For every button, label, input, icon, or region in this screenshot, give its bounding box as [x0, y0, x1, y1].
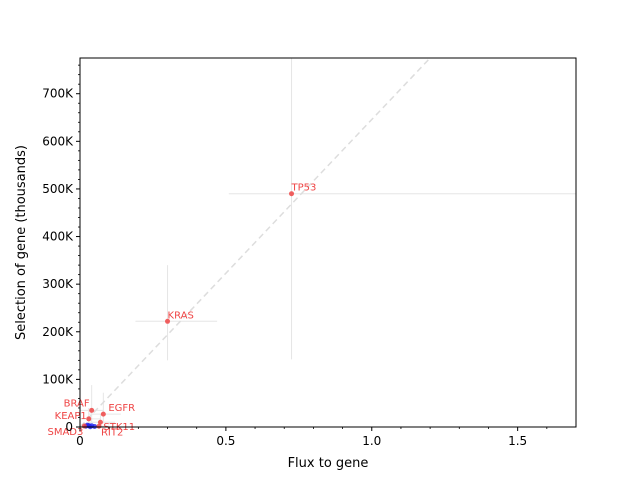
x-axis-label: Flux to gene — [288, 456, 369, 471]
data-point — [96, 423, 102, 429]
data-point — [165, 318, 171, 324]
plot-frame — [79, 57, 577, 428]
y-tick-label: 600K — [42, 134, 74, 148]
y-tick-label: 400K — [42, 230, 74, 244]
y-tick-label: 500K — [42, 182, 74, 196]
reference-line-path — [79, 57, 431, 428]
data-point — [86, 416, 92, 422]
x-tick-label: 1.0 — [362, 434, 381, 448]
data-point-label: TP53 — [291, 183, 317, 194]
y-axis-label: Selection of gene (thousands) — [14, 145, 29, 340]
y-tick-label: 0 — [65, 420, 73, 434]
reference-line — [79, 57, 431, 428]
data-point-label: BRAF — [64, 398, 90, 409]
x-tick-label: 0 — [76, 434, 84, 448]
data-point — [289, 191, 295, 197]
y-tick-label: 700K — [42, 87, 74, 101]
x-tick-label: 0.5 — [216, 434, 235, 448]
y-tick-label: 300K — [42, 277, 74, 291]
data-point-label: SMAD3 — [47, 427, 83, 438]
y-axis-ticks: 0 100K 200K 300K 400K 500K 600K 700K — [42, 64, 80, 434]
y-tick-label: 200K — [42, 325, 74, 339]
data-point-label: KEAP1 — [55, 411, 87, 422]
error-bars — [80, 58, 576, 427]
data-point — [97, 419, 103, 425]
x-tick-label: 1.5 — [508, 434, 527, 448]
y-tick-label: 100K — [42, 372, 74, 386]
data-point-label: RIT2 — [101, 427, 123, 438]
data-point-label: KRAS — [168, 310, 194, 321]
x-axis-ticks: 0 0.5 1.0 1.5 — [76, 427, 548, 448]
data-point — [100, 411, 106, 417]
data-point-label: EGFR — [108, 403, 135, 414]
data-point — [89, 407, 95, 413]
data-point-labels: TP53 KRAS EGFR BRAF KEAP1 STK11 SMAD3 RIT2 — [47, 183, 316, 439]
data-point-label: STK11 — [103, 422, 135, 433]
